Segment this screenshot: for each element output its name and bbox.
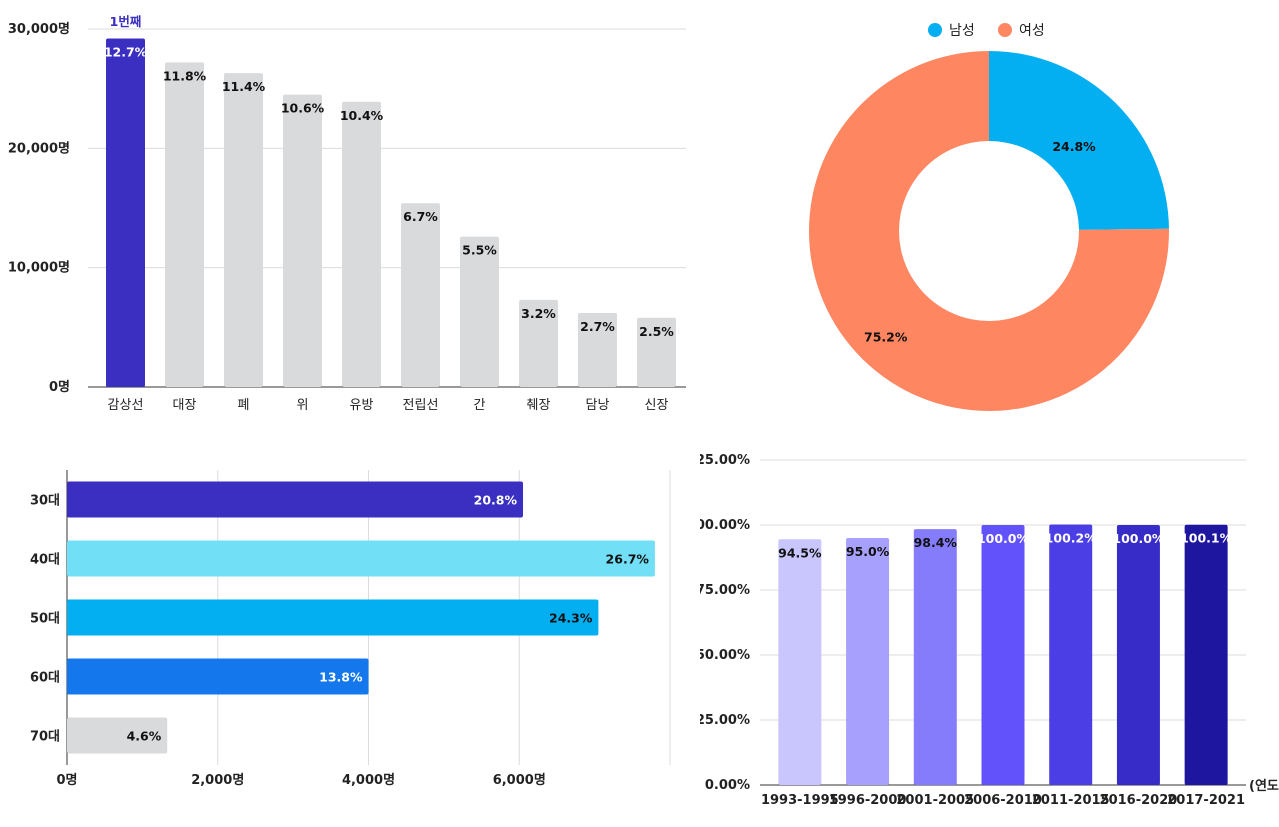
x-tick-label: 2011-2015	[1032, 793, 1110, 808]
x-tick-label: 감상선	[108, 398, 144, 413]
x-tick-label: 위	[297, 398, 309, 413]
data-label: 98.4%	[914, 535, 958, 550]
data-label: 6.7%	[403, 209, 438, 224]
bar	[637, 317, 676, 387]
data-label: 10.4%	[340, 108, 384, 123]
slice-label: 75.2%	[864, 330, 908, 345]
bar	[460, 236, 499, 387]
data-label: 5.5%	[462, 243, 497, 258]
bar	[67, 658, 369, 695]
y-tick-label: 75.00%	[700, 583, 750, 598]
pie-slice	[989, 51, 1169, 230]
y-tick-label: 10,000명	[8, 260, 70, 276]
data-label: 20.8%	[474, 493, 518, 508]
x-tick-label: 신장	[645, 398, 669, 413]
data-label: 11.4%	[222, 79, 266, 94]
y-tick-label: 20,000명	[8, 140, 70, 156]
y-tick-label: 70대	[30, 730, 60, 745]
data-label: 4.6%	[127, 729, 162, 744]
y-tick-label: 0.00%	[705, 778, 750, 793]
data-label: 2.5%	[639, 324, 674, 339]
cancer-type-bar-chart: 0명 10,000명 20,000명 30,000명 12.7% 감상선 1번째 11.8% 대…	[8, 14, 686, 413]
x-tick-label: 6,000명	[493, 772, 546, 788]
legend-marker	[928, 23, 942, 37]
x-tick-label: 2016-2020	[1100, 793, 1178, 808]
x-tick-label: 1996-2000	[829, 793, 907, 808]
data-label: 100.0%	[1112, 531, 1165, 546]
bar	[67, 717, 168, 754]
x-tick-label: 대장	[173, 398, 197, 413]
legend-label: 여성	[1019, 23, 1045, 39]
x-tick-label: 2001-2005	[896, 793, 974, 808]
x-axis-title: (연도)	[1249, 779, 1279, 794]
bar	[67, 540, 655, 577]
y-tick-label: 30,000명	[8, 21, 70, 37]
x-tick-label: 폐	[238, 398, 250, 413]
x-tick-label: 간	[474, 398, 486, 413]
x-tick-label: 전립선	[403, 398, 439, 413]
bar	[67, 599, 599, 636]
x-tick-label: 2,000명	[191, 772, 244, 788]
data-label: 95.0%	[846, 544, 890, 559]
y-tick-label: 60대	[30, 671, 60, 686]
bar	[578, 313, 617, 387]
highlight-label: 1번째	[110, 14, 142, 29]
data-label: 13.8%	[319, 670, 363, 685]
bar	[778, 539, 822, 785]
bar	[519, 299, 558, 387]
data-label: 100.2%	[1045, 530, 1098, 545]
bar	[846, 538, 890, 785]
x-tick-label: 4,000명	[342, 772, 395, 788]
x-tick-label: 2017-2021	[1167, 793, 1245, 808]
y-tick-label: 125.00%	[700, 453, 750, 468]
bar	[401, 203, 440, 387]
y-tick-label: 30대	[30, 494, 60, 509]
bar	[342, 101, 381, 387]
x-tick-label: 1993-1995	[761, 793, 839, 808]
pie-slice	[809, 51, 1169, 411]
data-label: 24.3%	[549, 611, 593, 626]
bar	[1184, 524, 1228, 785]
y-tick-label: 100.00%	[700, 518, 750, 533]
bar	[981, 525, 1025, 785]
x-tick-label: 담낭	[586, 398, 610, 413]
bar	[106, 38, 145, 388]
y-tick-label: 40대	[30, 553, 60, 568]
bar	[1049, 524, 1093, 785]
data-label: 94.5%	[778, 545, 822, 560]
x-tick-label: 0명	[56, 772, 77, 788]
y-tick-label: 25.00%	[700, 713, 750, 728]
data-label: 10.6%	[281, 101, 325, 116]
bar	[165, 62, 204, 388]
x-tick-label: 2006-2010	[964, 793, 1042, 808]
y-tick-label: 50.00%	[700, 648, 750, 663]
y-tick-label: 50대	[30, 612, 60, 627]
age-group-bar-chart: 0명 2,000명 4,000명 6,000명 20.8% 30대 26.7% 40대 24.3…	[30, 470, 671, 788]
bar	[67, 481, 524, 518]
gender-donut-chart: 남성 여성 24.8% 75.2%	[809, 23, 1169, 411]
legend-marker	[998, 23, 1012, 37]
data-label: 26.7%	[606, 552, 650, 567]
data-label: 3.2%	[521, 306, 556, 321]
data-label: 100.0%	[977, 531, 1030, 546]
x-tick-label: 유방	[350, 398, 374, 413]
data-label: 12.7%	[104, 45, 148, 60]
data-label: 11.8%	[163, 68, 207, 83]
x-tick-label: 췌장	[527, 398, 551, 413]
bar	[1116, 525, 1160, 785]
slice-label: 24.8%	[1052, 139, 1096, 154]
y-tick-label: 0명	[49, 379, 70, 395]
bar	[283, 94, 322, 387]
data-label: 2.7%	[580, 319, 615, 334]
data-label: 100.1%	[1180, 531, 1233, 546]
bar	[224, 73, 263, 388]
legend-label: 남성	[949, 23, 975, 39]
survival-rate-bar-chart: 0.00% 25.00% 50.00% 75.00% 100.00% 125.00% 94.…	[700, 453, 1279, 808]
bar	[913, 529, 957, 785]
